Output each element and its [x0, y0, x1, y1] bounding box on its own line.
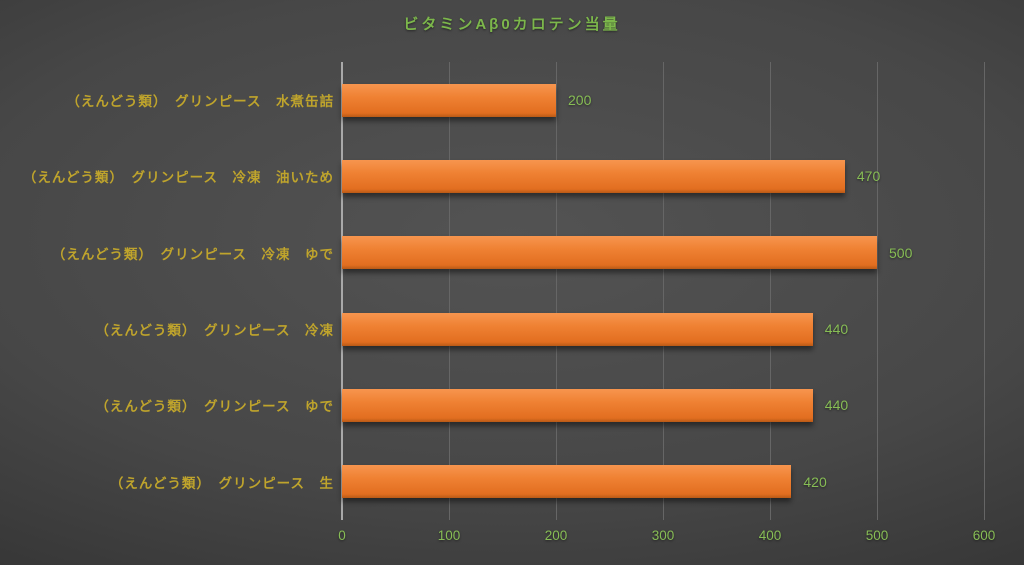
- gridline: [984, 62, 985, 520]
- bar-row: 440: [342, 291, 984, 367]
- bar: [342, 236, 877, 270]
- x-tick-label: 0: [338, 528, 346, 543]
- x-tick-label: 200: [544, 528, 568, 543]
- bar: [342, 465, 792, 499]
- bar-row: 470: [342, 138, 984, 214]
- gridline: [556, 62, 557, 520]
- chart-title: ビタミンAβ0カロテン当量: [403, 16, 621, 33]
- gridline: [877, 62, 878, 520]
- y-axis-line: [341, 62, 343, 520]
- category-label: （えんどう類） グリンピース 冷凍 ゆで: [51, 246, 334, 262]
- value-label: 420: [803, 473, 827, 490]
- category-axis-labels: （えんどう類） グリンピース 水煮缶詰 （えんどう類） グリンピース 冷凍 油いた…: [0, 62, 334, 520]
- x-axis-tick-labels: 0 100 200 300 400 500 600: [338, 528, 995, 548]
- plot-area: 200 470 500 440 440 420: [341, 62, 985, 520]
- x-tick-label: 500: [865, 528, 889, 543]
- x-tick-label: 300: [651, 528, 675, 543]
- x-tick-label: 400: [758, 528, 782, 543]
- bar: [342, 83, 556, 117]
- bar-row: 440: [342, 367, 984, 443]
- bar-rows: 200 470 500 440 440 420: [342, 62, 984, 520]
- bar-row: 500: [342, 215, 984, 291]
- x-tick-label: 600: [972, 528, 996, 543]
- gridline: [663, 62, 664, 520]
- category-label: （えんどう類） グリンピース 冷凍: [95, 323, 334, 339]
- category-label: （えんどう類） グリンピース 生: [109, 475, 334, 491]
- bar: [342, 312, 813, 346]
- bar-row: 420: [342, 444, 984, 520]
- x-tick-label: 100: [437, 528, 461, 543]
- value-label: 200: [568, 92, 592, 109]
- category-label: （えんどう類） グリンピース 水煮缶詰: [66, 94, 334, 110]
- bar: [342, 159, 845, 193]
- value-label: 470: [856, 168, 881, 185]
- gridline: [449, 62, 450, 520]
- value-label: 440: [824, 397, 849, 414]
- category-label: （えんどう類） グリンピース 冷凍 油いため: [22, 170, 334, 186]
- category-label: （えんどう類） グリンピース ゆで: [95, 399, 334, 415]
- bar: [342, 388, 813, 422]
- value-label: 440: [824, 321, 849, 338]
- value-label: 500: [889, 244, 913, 261]
- bar-row: 200: [342, 62, 984, 138]
- gridline: [770, 62, 771, 520]
